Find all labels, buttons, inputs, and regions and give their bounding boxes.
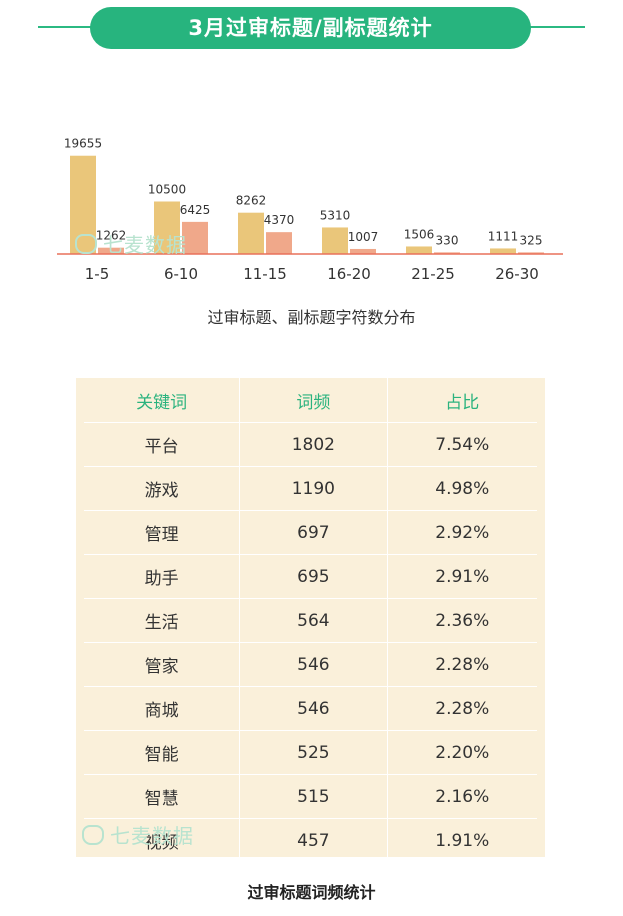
- watermark-chart: 七麦数据: [75, 229, 187, 258]
- ratio-cell: 2.91%: [386, 554, 537, 599]
- frequency-cell: 695: [239, 554, 388, 599]
- table-header-row: 关键词 词频 占比: [84, 378, 537, 423]
- x-tick-label: 21-25: [411, 265, 455, 283]
- data-label: 1262: [96, 229, 127, 243]
- cat-logo-icon: [82, 825, 104, 845]
- cat-logo-icon: [75, 234, 97, 254]
- ratio-cell: 7.54%: [386, 422, 537, 467]
- data-label: 19655: [64, 137, 102, 151]
- frequency-cell: 546: [239, 642, 388, 687]
- keyword-cell: 生活: [84, 598, 240, 643]
- table-row: 智能 525 2.20%: [84, 730, 537, 775]
- data-label: 1111: [488, 229, 519, 243]
- bar-title: [490, 248, 516, 254]
- table-row: 管家 546 2.28%: [84, 642, 537, 687]
- ratio-cell: 2.36%: [386, 598, 537, 643]
- header-ratio: 占比: [386, 378, 537, 423]
- bar-title: [238, 212, 264, 254]
- ratio-cell: 2.28%: [386, 642, 537, 687]
- table-row: 助手 695 2.91%: [84, 554, 537, 599]
- x-tick-label: 16-20: [327, 265, 371, 283]
- table-row: 生活 564 2.36%: [84, 598, 537, 643]
- ratio-cell: 4.98%: [386, 466, 537, 511]
- bar-subtitle: [350, 248, 376, 254]
- data-label: 330: [436, 233, 459, 247]
- bar-subtitle: [434, 252, 460, 254]
- ratio-cell: 2.92%: [386, 510, 537, 555]
- keyword-cell: 智慧: [84, 774, 240, 819]
- data-label: 10500: [148, 183, 186, 197]
- watermark-table: 七麦数据: [82, 820, 194, 849]
- x-tick-label: 26-30: [495, 265, 539, 283]
- title-line-left: [38, 26, 98, 28]
- bar-subtitle: [182, 221, 208, 254]
- table-row: 商城 546 2.28%: [84, 686, 537, 731]
- ratio-cell: 2.28%: [386, 686, 537, 731]
- page-title: 3月过审标题/副标题统计: [90, 7, 531, 49]
- table-row: 平台 1802 7.54%: [84, 422, 537, 467]
- frequency-cell: 1190: [239, 466, 388, 511]
- frequency-cell: 697: [239, 510, 388, 555]
- x-tick-label: 6-10: [164, 265, 198, 283]
- data-label: 325: [520, 233, 543, 247]
- keyword-table-panel: 关键词 词频 占比 平台 1802 7.54% 游戏 1190 4.98% 管理 697 2…: [76, 378, 545, 862]
- frequency-cell: 564: [239, 598, 388, 643]
- table-row: 管理 697 2.92%: [84, 510, 537, 555]
- chart-title: 过审标题、副标题字符数分布: [207, 308, 416, 327]
- data-label: 1007: [348, 230, 379, 244]
- bar-subtitle: [266, 232, 292, 254]
- frequency-cell: 515: [239, 774, 388, 819]
- keyword-cell: 平台: [84, 422, 240, 467]
- frequency-cell: 546: [239, 686, 388, 731]
- table-row: 视频 457 1.91%: [84, 818, 537, 862]
- table-row: 游戏 1190 4.98%: [84, 466, 537, 511]
- x-tick-label: 1-5: [85, 265, 110, 283]
- keyword-cell: 商城: [84, 686, 240, 731]
- data-label: 6425: [180, 203, 211, 217]
- keyword-cell: 助手: [84, 554, 240, 599]
- data-label: 8262: [236, 194, 267, 208]
- x-tick-label: 11-15: [243, 265, 287, 283]
- keyword-cell: 管理: [84, 510, 240, 555]
- bar-chart: 19655 1262 1-5 10500 6425 6-10 8262 4370 11-15 53…: [57, 137, 563, 283]
- frequency-cell: 457: [239, 818, 388, 862]
- header-frequency: 词频: [239, 378, 388, 423]
- frequency-cell: 525: [239, 730, 388, 775]
- keyword-cell: 游戏: [84, 466, 240, 511]
- data-label: 1506: [404, 227, 435, 241]
- keyword-table: 关键词 词频 占比 平台 1802 7.54% 游戏 1190 4.98% 管理 697 2…: [84, 378, 537, 862]
- bar-title: [154, 201, 180, 254]
- bar-title: [322, 227, 348, 254]
- bar-title: [406, 246, 432, 254]
- frequency-cell: 1802: [239, 422, 388, 467]
- keyword-cell: 智能: [84, 730, 240, 775]
- ratio-cell: 2.16%: [386, 774, 537, 819]
- ratio-cell: 2.20%: [386, 730, 537, 775]
- title-line-right: [523, 26, 585, 28]
- bar-subtitle: [518, 252, 544, 254]
- table-row: 智慧 515 2.16%: [84, 774, 537, 819]
- table-title: 过审标题词频统计: [247, 883, 376, 902]
- data-label: 5310: [320, 208, 351, 222]
- keyword-cell: 管家: [84, 642, 240, 687]
- data-label: 4370: [264, 213, 295, 227]
- header-keyword: 关键词: [136, 392, 188, 413]
- watermark-text: 七麦数据: [103, 233, 187, 257]
- watermark-text: 七麦数据: [110, 824, 194, 848]
- keyword-cell: 视频: [84, 818, 240, 862]
- ratio-cell: 1.91%: [386, 818, 537, 862]
- bar-subtitle: [98, 247, 124, 254]
